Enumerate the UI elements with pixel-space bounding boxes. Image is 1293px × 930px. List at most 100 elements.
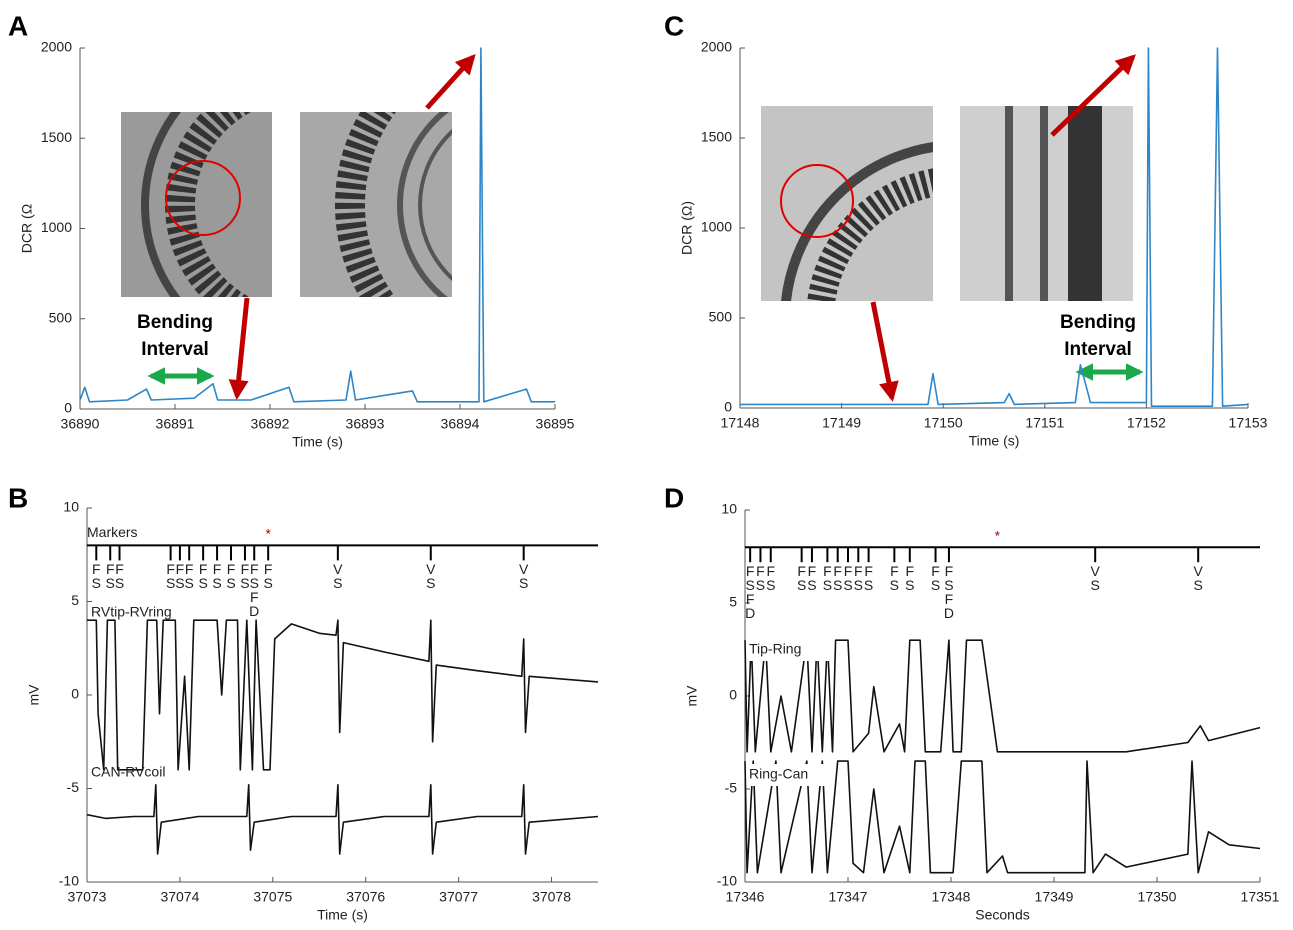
panel-letter: A xyxy=(8,10,28,41)
marker-label: S xyxy=(250,575,259,591)
marker-label: S xyxy=(106,575,115,591)
y-tick-label: 1500 xyxy=(701,129,732,145)
x-tick-label: 17350 xyxy=(1138,889,1177,905)
marker-channel-label: Markers xyxy=(87,524,138,540)
marker-label: S xyxy=(166,575,175,591)
marker-label: S xyxy=(115,575,124,591)
y-tick-label: -5 xyxy=(725,780,738,796)
marker-label: S xyxy=(807,577,816,593)
x-tick-label: 17351 xyxy=(1241,889,1280,905)
x-tick-label: 17346 xyxy=(726,889,765,905)
marker-label: F xyxy=(854,563,863,579)
y-tick-label: 1000 xyxy=(701,219,732,235)
marker-label: S xyxy=(931,577,940,593)
marker-label: F xyxy=(106,561,115,577)
marker-label: D xyxy=(249,603,259,619)
marker-label: S xyxy=(212,575,221,591)
annotation: Bending xyxy=(137,312,213,333)
marker-label: F xyxy=(264,561,273,577)
y-tick-label: 5 xyxy=(71,592,79,608)
marker-label: S xyxy=(426,575,435,591)
y-tick-label: 0 xyxy=(64,400,72,416)
y-tick-label: -10 xyxy=(717,873,737,889)
x-tick-label: 17153 xyxy=(1229,415,1268,431)
x-tick-label: 36890 xyxy=(61,416,100,432)
marker-label: S xyxy=(175,575,184,591)
marker-label: F xyxy=(250,561,259,577)
y-axis-label: DCR (Ω) xyxy=(679,201,695,255)
marker-label: S xyxy=(264,575,273,591)
y-tick-label: 10 xyxy=(63,499,79,515)
y-tick-label: 0 xyxy=(724,399,732,415)
x-tick-label: 36894 xyxy=(441,416,480,432)
marker-label: S xyxy=(905,577,914,593)
marker-label: V xyxy=(519,561,529,577)
marker-label: F xyxy=(864,563,873,579)
marker-label: F xyxy=(746,591,755,607)
trace xyxy=(79,47,555,403)
marker-label: S xyxy=(1194,577,1203,593)
marker-label: V xyxy=(1194,563,1204,579)
marker-label: S xyxy=(766,577,775,593)
marker-label: V xyxy=(1091,563,1101,579)
y-axis-label: DCR (Ω xyxy=(19,204,35,253)
y-tick-label: 1500 xyxy=(41,129,72,145)
x-tick-label: 17150 xyxy=(924,415,963,431)
marker-label: S xyxy=(240,575,249,591)
marker-label: S xyxy=(519,575,528,591)
x-tick-label: 17148 xyxy=(721,415,760,431)
panel-letter: C xyxy=(664,10,684,41)
x-tick-label: 36892 xyxy=(251,416,290,432)
x-tick-label: 17151 xyxy=(1025,415,1064,431)
x-tick-label: 36891 xyxy=(156,416,195,432)
trace xyxy=(740,47,1249,407)
marker-label: F xyxy=(176,561,185,577)
marker-label: S xyxy=(944,577,953,593)
asterisk: * xyxy=(265,525,271,541)
marker-label: S xyxy=(1091,577,1100,593)
annotation: Bending xyxy=(1060,312,1136,333)
y-tick-label: 5 xyxy=(729,594,737,610)
x-tick-label: 37077 xyxy=(439,889,478,905)
x-axis-label: Time (s) xyxy=(292,434,343,450)
trace xyxy=(87,619,599,771)
y-axis-label: mV xyxy=(26,684,42,706)
marker-label: F xyxy=(92,561,101,577)
trace-label: Tip-Ring xyxy=(749,641,801,657)
marker-label: F xyxy=(797,563,806,579)
marker-label: S xyxy=(745,577,754,593)
x-tick-label: 17347 xyxy=(829,889,868,905)
marker-label: S xyxy=(890,577,899,593)
y-tick-label: 2000 xyxy=(41,39,72,55)
y-axis-label: mV xyxy=(684,685,700,707)
marker-label: F xyxy=(227,561,236,577)
marker-label: F xyxy=(241,561,250,577)
x-tick-label: 37073 xyxy=(68,889,107,905)
marker-label: S xyxy=(833,577,842,593)
marker-label: F xyxy=(833,563,842,579)
marker-label: D xyxy=(745,605,755,621)
x-tick-label: 17348 xyxy=(932,889,971,905)
x-tick-label: 17152 xyxy=(1127,415,1166,431)
marker-label: S xyxy=(823,577,832,593)
marker-label: S xyxy=(843,577,852,593)
marker-label: D xyxy=(944,605,954,621)
annotation: Interval xyxy=(1064,339,1132,360)
marker-label: S xyxy=(92,575,101,591)
y-tick-label: -10 xyxy=(59,873,79,889)
label-bg xyxy=(747,639,829,661)
marker-label: F xyxy=(906,563,915,579)
panel-letter: B xyxy=(8,482,28,513)
marker-label: F xyxy=(844,563,853,579)
trace-label: RVtip-RVring xyxy=(91,604,172,620)
marker-label: F xyxy=(746,563,755,579)
y-tick-label: 1000 xyxy=(41,219,72,235)
marker-label: S xyxy=(198,575,207,591)
x-axis-label: Time (s) xyxy=(969,433,1020,449)
x-tick-label: 37078 xyxy=(532,889,571,905)
annotation: Interval xyxy=(141,339,209,360)
marker-label: F xyxy=(766,563,775,579)
marker-label: S xyxy=(333,575,342,591)
marker-label: F xyxy=(115,561,124,577)
